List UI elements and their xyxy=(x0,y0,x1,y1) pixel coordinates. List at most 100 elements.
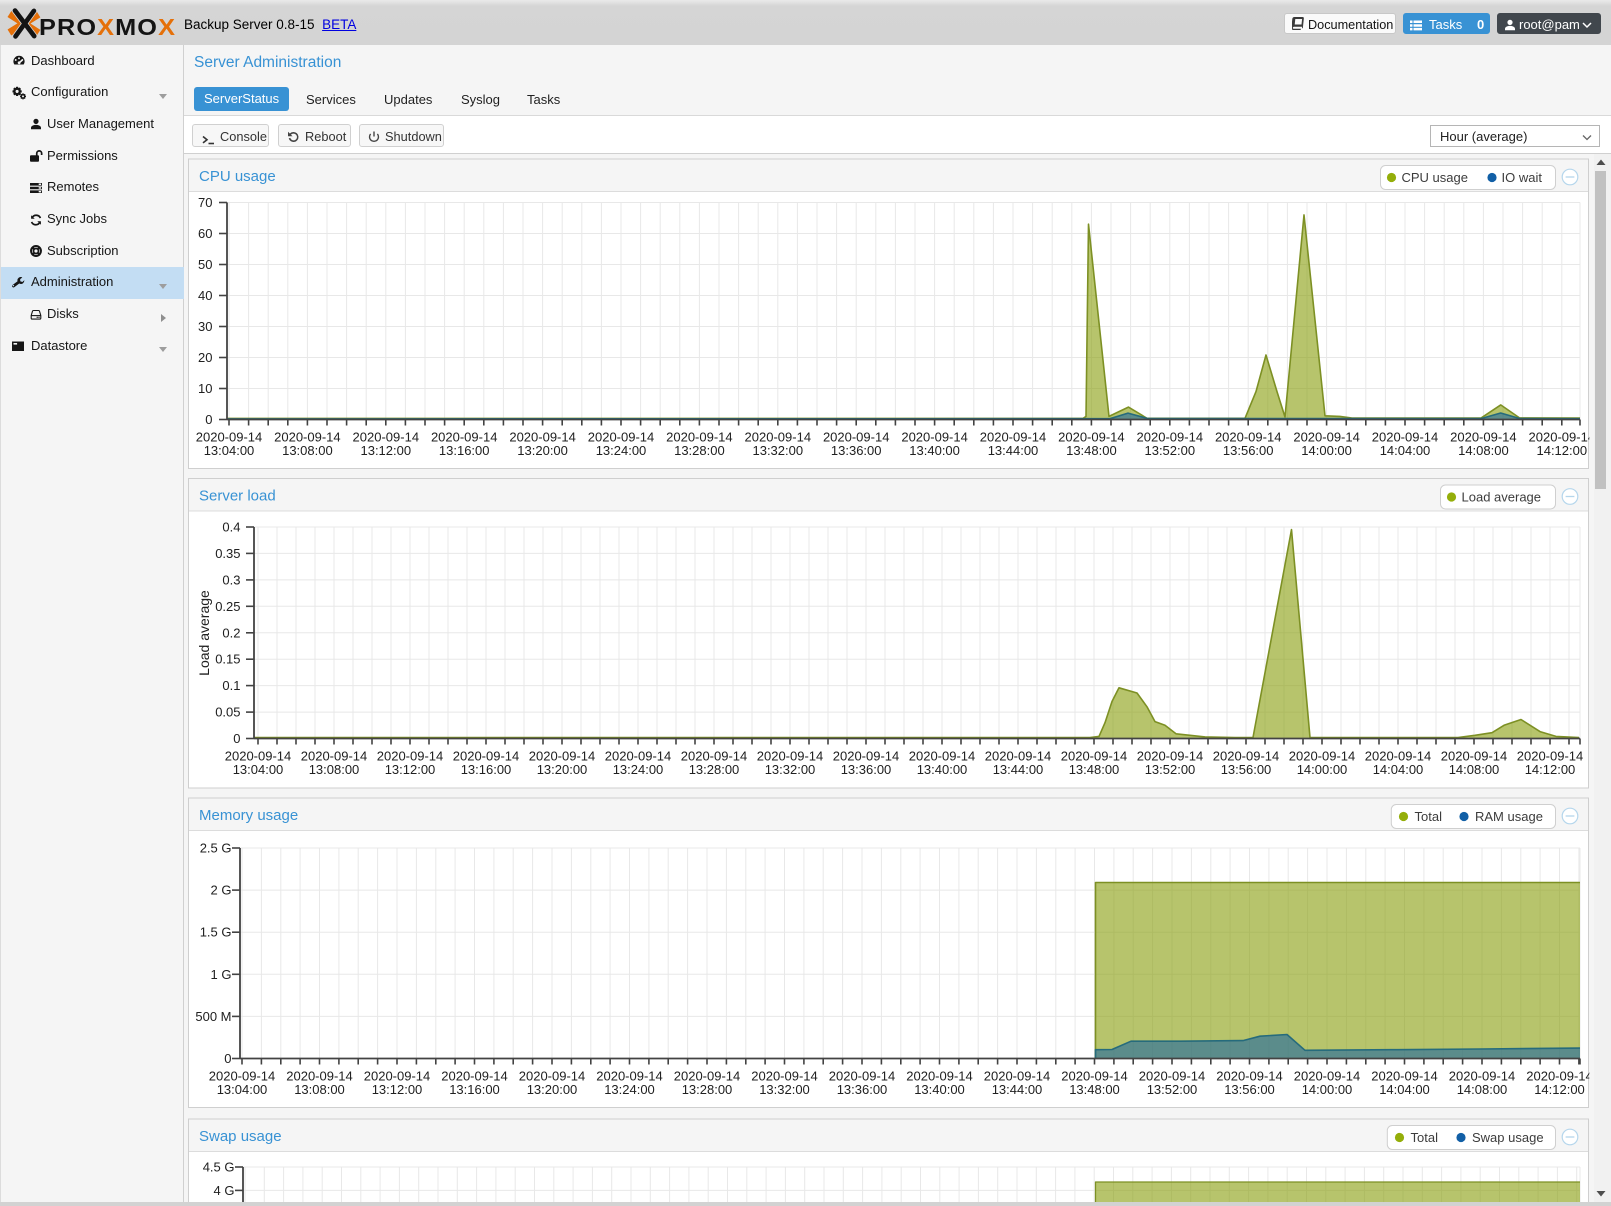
svg-text:13:08:00: 13:08:00 xyxy=(309,762,360,777)
svg-text:14:04:00: 14:04:00 xyxy=(1379,1082,1430,1097)
svg-text:13:52:00: 13:52:00 xyxy=(1145,762,1196,777)
svg-text:2020-09-14: 2020-09-14 xyxy=(1371,1069,1438,1084)
svg-text:2020-09-14: 2020-09-14 xyxy=(441,1069,508,1084)
svg-text:2020-09-14: 2020-09-14 xyxy=(1294,1069,1361,1084)
svg-text:2020-09-14: 2020-09-14 xyxy=(757,749,824,764)
svg-text:13:44:00: 13:44:00 xyxy=(988,443,1039,458)
svg-text:4.5 G: 4.5 G xyxy=(203,1160,235,1175)
svg-text:2020-09-14: 2020-09-14 xyxy=(901,430,968,445)
svg-text:13:48:00: 13:48:00 xyxy=(1066,443,1117,458)
svg-text:14:08:00: 14:08:00 xyxy=(1449,762,1500,777)
svg-text:13:04:00: 13:04:00 xyxy=(217,1082,268,1097)
svg-text:CPU usage: CPU usage xyxy=(199,168,276,185)
svg-text:2020-09-14: 2020-09-14 xyxy=(353,430,420,445)
svg-text:13:24:00: 13:24:00 xyxy=(604,1082,655,1097)
svg-text:13:44:00: 13:44:00 xyxy=(992,1082,1043,1097)
svg-text:13:28:00: 13:28:00 xyxy=(674,443,725,458)
svg-text:2020-09-14: 2020-09-14 xyxy=(1449,1069,1516,1084)
svg-text:500 M: 500 M xyxy=(195,1009,231,1024)
svg-text:13:48:00: 13:48:00 xyxy=(1069,1082,1120,1097)
svg-text:2020-09-14: 2020-09-14 xyxy=(274,430,341,445)
svg-text:2020-09-14: 2020-09-14 xyxy=(1293,430,1360,445)
svg-text:Swap usage: Swap usage xyxy=(199,1128,282,1145)
svg-text:2020-09-14: 2020-09-14 xyxy=(666,430,733,445)
svg-text:2020-09-14: 2020-09-14 xyxy=(196,430,263,445)
svg-text:13:56:00: 13:56:00 xyxy=(1221,762,1272,777)
svg-text:13:40:00: 13:40:00 xyxy=(909,443,960,458)
svg-text:2020-09-14: 2020-09-14 xyxy=(1517,749,1584,764)
svg-text:CPU usage: CPU usage xyxy=(1402,170,1468,185)
svg-text:IO wait: IO wait xyxy=(1502,170,1543,185)
svg-text:13:52:00: 13:52:00 xyxy=(1144,443,1195,458)
svg-text:2020-09-14: 2020-09-14 xyxy=(833,749,900,764)
svg-text:13:16:00: 13:16:00 xyxy=(439,443,490,458)
svg-text:60: 60 xyxy=(198,226,212,241)
svg-text:14:08:00: 14:08:00 xyxy=(1458,443,1509,458)
svg-text:2020-09-14: 2020-09-14 xyxy=(529,749,596,764)
svg-text:14:08:00: 14:08:00 xyxy=(1457,1082,1508,1097)
svg-text:13:40:00: 13:40:00 xyxy=(917,762,968,777)
svg-text:13:24:00: 13:24:00 xyxy=(613,762,664,777)
svg-text:14:12:00: 14:12:00 xyxy=(1536,443,1587,458)
svg-text:Server load: Server load xyxy=(199,488,276,505)
svg-text:2020-09-14: 2020-09-14 xyxy=(301,749,368,764)
svg-text:2020-09-14: 2020-09-14 xyxy=(1061,1069,1128,1084)
svg-text:13:36:00: 13:36:00 xyxy=(841,762,892,777)
svg-text:14:04:00: 14:04:00 xyxy=(1373,762,1424,777)
svg-text:2020-09-14: 2020-09-14 xyxy=(596,1069,663,1084)
svg-text:14:00:00: 14:00:00 xyxy=(1302,1082,1353,1097)
svg-text:2020-09-14: 2020-09-14 xyxy=(906,1069,973,1084)
svg-text:2.5 G: 2.5 G xyxy=(200,841,232,856)
svg-text:2020-09-14: 2020-09-14 xyxy=(377,749,444,764)
svg-text:2020-09-14: 2020-09-14 xyxy=(751,1069,818,1084)
svg-text:2020-09-14: 2020-09-14 xyxy=(519,1069,586,1084)
svg-text:10: 10 xyxy=(198,381,212,396)
svg-text:1.5 G: 1.5 G xyxy=(200,925,232,940)
svg-text:RAM usage: RAM usage xyxy=(1475,809,1543,824)
svg-text:2020-09-14: 2020-09-14 xyxy=(1372,430,1439,445)
svg-text:13:24:00: 13:24:00 xyxy=(596,443,647,458)
svg-text:0: 0 xyxy=(224,1051,231,1066)
svg-text:2020-09-14: 2020-09-14 xyxy=(1058,430,1125,445)
svg-text:2020-09-14: 2020-09-14 xyxy=(1215,430,1282,445)
svg-text:2020-09-14: 2020-09-14 xyxy=(431,430,498,445)
svg-text:2020-09-14: 2020-09-14 xyxy=(745,430,812,445)
svg-text:2020-09-14: 2020-09-14 xyxy=(1289,749,1356,764)
svg-text:2020-09-14: 2020-09-14 xyxy=(674,1069,741,1084)
svg-text:0.25: 0.25 xyxy=(215,599,240,614)
svg-text:0.05: 0.05 xyxy=(215,705,240,720)
svg-text:13:20:00: 13:20:00 xyxy=(537,762,588,777)
svg-text:2020-09-14: 2020-09-14 xyxy=(286,1069,353,1084)
svg-text:13:32:00: 13:32:00 xyxy=(765,762,816,777)
svg-text:13:16:00: 13:16:00 xyxy=(461,762,512,777)
svg-text:13:28:00: 13:28:00 xyxy=(689,762,740,777)
svg-text:0: 0 xyxy=(205,412,212,427)
svg-text:13:48:00: 13:48:00 xyxy=(1069,762,1120,777)
svg-text:Swap usage: Swap usage xyxy=(1472,1130,1544,1145)
svg-text:2020-09-14: 2020-09-14 xyxy=(909,749,976,764)
svg-text:13:04:00: 13:04:00 xyxy=(233,762,284,777)
svg-text:70: 70 xyxy=(198,195,212,210)
svg-text:13:12:00: 13:12:00 xyxy=(372,1082,423,1097)
svg-text:Total: Total xyxy=(1415,809,1443,824)
svg-text:13:56:00: 13:56:00 xyxy=(1223,443,1274,458)
svg-text:0.2: 0.2 xyxy=(222,625,240,640)
svg-text:Load average: Load average xyxy=(196,590,212,676)
svg-text:13:52:00: 13:52:00 xyxy=(1147,1082,1198,1097)
svg-text:4 G: 4 G xyxy=(214,1183,235,1198)
svg-text:0: 0 xyxy=(233,731,240,746)
svg-text:2020-09-14: 2020-09-14 xyxy=(1365,749,1432,764)
svg-text:0.4: 0.4 xyxy=(222,520,240,535)
svg-text:2020-09-14: 2020-09-14 xyxy=(980,430,1047,445)
svg-text:2020-09-14: 2020-09-14 xyxy=(1061,749,1128,764)
svg-text:13:28:00: 13:28:00 xyxy=(682,1082,733,1097)
svg-text:14:04:00: 14:04:00 xyxy=(1380,443,1431,458)
svg-text:13:40:00: 13:40:00 xyxy=(914,1082,965,1097)
svg-text:2020-09-14: 2020-09-14 xyxy=(453,749,520,764)
svg-text:0.15: 0.15 xyxy=(215,652,240,667)
svg-text:13:36:00: 13:36:00 xyxy=(837,1082,888,1097)
svg-text:13:04:00: 13:04:00 xyxy=(204,443,255,458)
svg-text:2020-09-14: 2020-09-14 xyxy=(1137,749,1204,764)
svg-text:50: 50 xyxy=(198,257,212,272)
svg-text:14:00:00: 14:00:00 xyxy=(1297,762,1348,777)
